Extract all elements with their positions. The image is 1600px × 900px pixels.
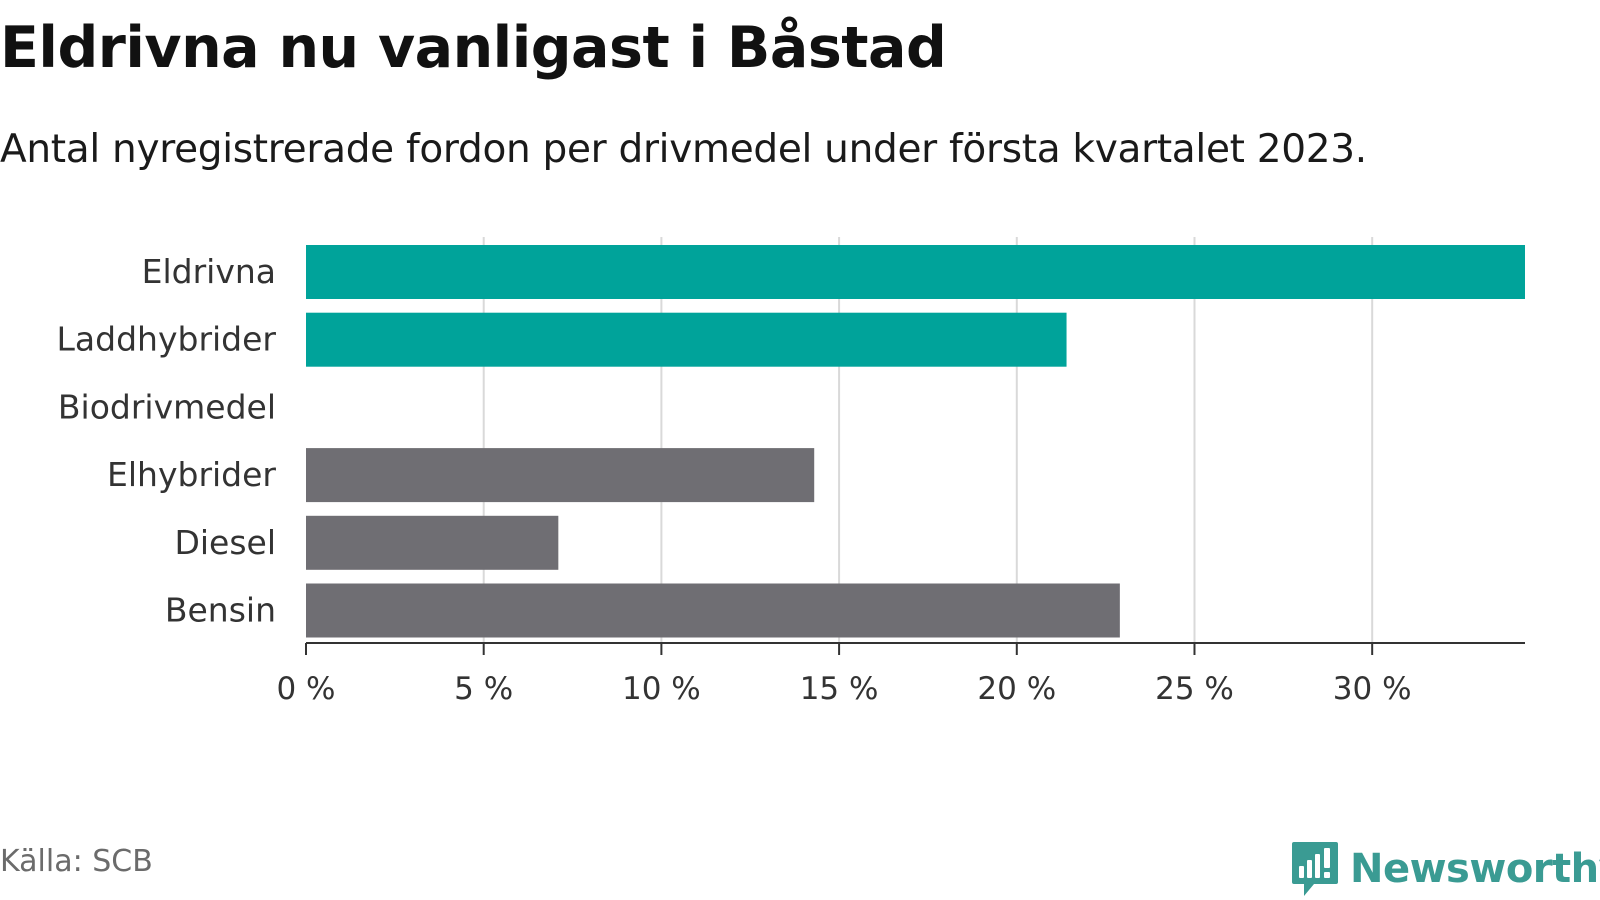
brand-name: Newsworthy	[1350, 846, 1600, 892]
x-tick-label: 15 %	[800, 671, 879, 707]
x-tick-label: 5 %	[454, 671, 513, 707]
category-label: Diesel	[174, 523, 276, 562]
bar-chart: 0 % 5 % 10 % 15 % 20 % 25 % 30 % Eldrivna Laddh…	[57, 237, 1525, 707]
category-label: Eldrivna	[142, 252, 276, 291]
bar	[306, 583, 1120, 638]
bars	[306, 245, 1525, 638]
category-labels: Eldrivna Laddhybrider Biodrivmedel Elhybrid…	[57, 252, 277, 630]
bar-chart-exclamation-icon	[1292, 842, 1338, 896]
x-tick-label: 10 %	[622, 671, 701, 707]
bar	[306, 245, 1525, 299]
gridlines	[482, 237, 1374, 643]
chart-subtitle: Antal nyregistrerade fordon per drivmede…	[0, 127, 1367, 172]
source-note: Källa: SCB	[0, 844, 153, 879]
x-tick-label: 30 %	[1333, 671, 1412, 707]
category-label: Elhybrider	[107, 455, 276, 494]
category-label: Bensin	[165, 591, 276, 630]
chart-title: Eldrivna nu vanligast i Båstad	[0, 15, 947, 81]
x-tick-label: 25 %	[1155, 671, 1234, 707]
x-tick-label: 20 %	[977, 671, 1056, 707]
bar	[306, 448, 815, 503]
x-axis: 0 % 5 % 10 % 15 % 20 % 25 % 30 %	[276, 642, 1525, 707]
x-tick-label: 0 %	[276, 671, 335, 707]
category-label: Laddhybrider	[57, 320, 277, 359]
bar	[306, 515, 559, 570]
brand-logo-block: Newsworthy	[1290, 840, 1600, 898]
category-label: Biodrivmedel	[58, 387, 276, 426]
bar	[306, 312, 1067, 367]
